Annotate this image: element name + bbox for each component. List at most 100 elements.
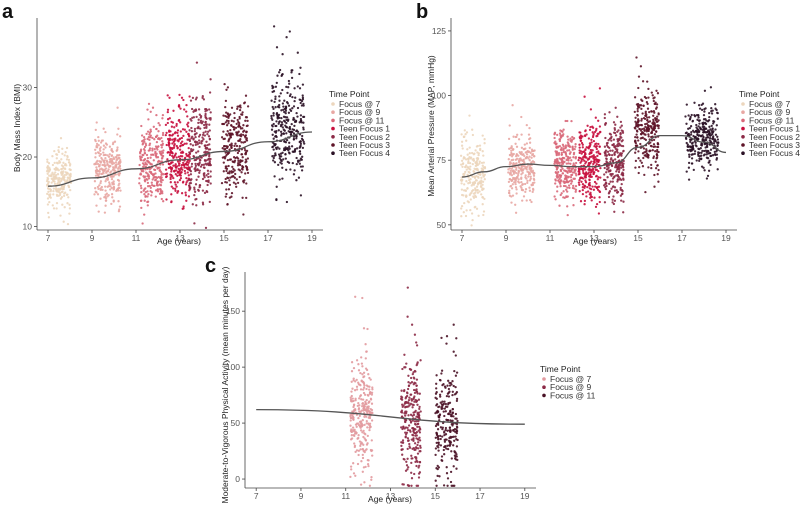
- point-b-s4-77: [608, 190, 612, 193]
- point-b-s3-164: [583, 203, 586, 206]
- point-a-s0-224: [69, 168, 72, 172]
- point-c-s1-251: [412, 437, 415, 440]
- point-b-s5-250: [633, 96, 637, 99]
- point-b-s5-254: [636, 123, 640, 126]
- point-a-s3-146: [173, 181, 177, 184]
- point-b-s1-72: [510, 167, 513, 170]
- point-a-s6-276: [293, 99, 296, 103]
- point-a-s1-256: [101, 139, 105, 142]
- point-b-s3-64: [587, 137, 591, 140]
- point-b-s6-231: [690, 162, 694, 165]
- point-a-s0-160: [52, 189, 55, 193]
- point-b-s2-131: [556, 176, 559, 179]
- point-b-s4-238: [605, 154, 608, 157]
- point-a-s5-231: [226, 152, 230, 156]
- point-a-s6-46: [291, 161, 294, 165]
- point-a-s5-252: [227, 138, 231, 142]
- point-a-s2-96: [149, 189, 152, 193]
- point-a-s1-234: [108, 183, 111, 186]
- point-b-s3-232: [598, 125, 602, 128]
- point-a-s2-155: [161, 113, 165, 117]
- point-a-s3-64: [186, 115, 189, 118]
- point-b-s4-163: [616, 140, 619, 143]
- point-b-s1-193: [530, 200, 533, 204]
- point-a-s4-171: [201, 133, 205, 137]
- point-a-s3-18: [188, 95, 191, 98]
- point-a-s4-82: [197, 157, 200, 160]
- point-a-s6-153: [285, 200, 289, 204]
- point-b-s1-226: [532, 155, 536, 158]
- point-a-s6-245: [274, 146, 278, 149]
- point-b-s4-109: [615, 163, 618, 167]
- point-a-s6-166: [299, 114, 303, 117]
- point-c-s0-228: [361, 448, 364, 451]
- point-c-s2-202: [438, 475, 441, 478]
- point-b-s0-13: [474, 149, 477, 152]
- point-c-s0-66: [369, 378, 372, 381]
- point-a-s1-216: [110, 186, 113, 190]
- point-a-s4-97: [193, 188, 196, 191]
- point-a-s4-206: [198, 184, 202, 187]
- point-a-s1-208: [108, 161, 111, 164]
- point-a-s1-219: [97, 144, 100, 147]
- point-a-s4-91: [199, 165, 203, 168]
- point-b-s4-136: [614, 166, 617, 169]
- point-a-s1-235: [107, 155, 111, 158]
- point-b-s6-95: [698, 122, 701, 125]
- point-b-s4-216: [619, 126, 622, 129]
- point-b-s3-186: [584, 181, 588, 184]
- point-b-s0-97: [466, 200, 469, 203]
- point-c-s2-162: [438, 413, 442, 416]
- point-b-s1-51: [528, 189, 532, 192]
- point-c-s0-265: [359, 444, 362, 448]
- point-a-s0-175: [49, 188, 53, 192]
- point-a-s0-228: [58, 191, 62, 195]
- point-b-s0-195: [473, 152, 476, 155]
- point-a-s4-163: [195, 115, 198, 119]
- point-c-s2-44: [443, 414, 446, 418]
- point-b-s1-171: [508, 191, 511, 195]
- point-c-s0-197: [368, 410, 371, 413]
- point-a-s4-226: [188, 139, 192, 143]
- point-b-s6-151: [698, 159, 701, 163]
- point-c-s1-141: [415, 446, 418, 450]
- point-a-s1-226: [104, 199, 108, 202]
- point-b-s3-132: [586, 124, 589, 127]
- point-b-s3-150: [592, 132, 595, 136]
- point-a-s1-233: [98, 160, 101, 163]
- point-a-s3-199: [182, 134, 185, 138]
- point-b-s3-257: [597, 142, 600, 146]
- point-c-s1-46: [409, 420, 413, 423]
- point-a-s5-130: [244, 158, 248, 161]
- point-c-s1-97: [418, 405, 421, 409]
- point-b-s5-92: [650, 91, 653, 94]
- point-c-s2-3: [434, 479, 437, 482]
- point-b-s6-169: [693, 152, 696, 156]
- point-a-s4-151: [189, 173, 193, 176]
- point-b-s3-33: [578, 179, 581, 182]
- point-a-s2-55: [140, 134, 144, 137]
- legend-label-b-1: Focus @ 9: [749, 107, 790, 117]
- point-b-s2-203: [558, 177, 561, 180]
- point-a-s1-18: [108, 181, 111, 184]
- point-b-s6-120: [686, 133, 690, 136]
- point-b-s1-121: [512, 172, 516, 175]
- point-a-s1-245: [111, 162, 114, 166]
- point-a-s2-93: [161, 131, 165, 135]
- point-c-s2-19: [434, 436, 437, 439]
- point-b-s0-133: [469, 168, 472, 171]
- point-a-s0-177: [65, 146, 69, 150]
- point-a-s2-206: [149, 162, 152, 165]
- point-a-s2-116: [160, 136, 163, 140]
- point-a-s1-217: [118, 208, 121, 211]
- point-b-s1-46: [531, 190, 534, 194]
- point-a-s5-114: [240, 171, 243, 174]
- point-a-s6-1: [281, 166, 284, 169]
- point-a-s6-9: [288, 147, 291, 150]
- point-c-s0-78: [359, 429, 363, 432]
- point-a-s6-280: [283, 110, 286, 114]
- y-tick-label-a-30: 30: [23, 83, 33, 93]
- point-a-s6-160: [280, 155, 283, 158]
- point-b-s2-236: [564, 170, 568, 173]
